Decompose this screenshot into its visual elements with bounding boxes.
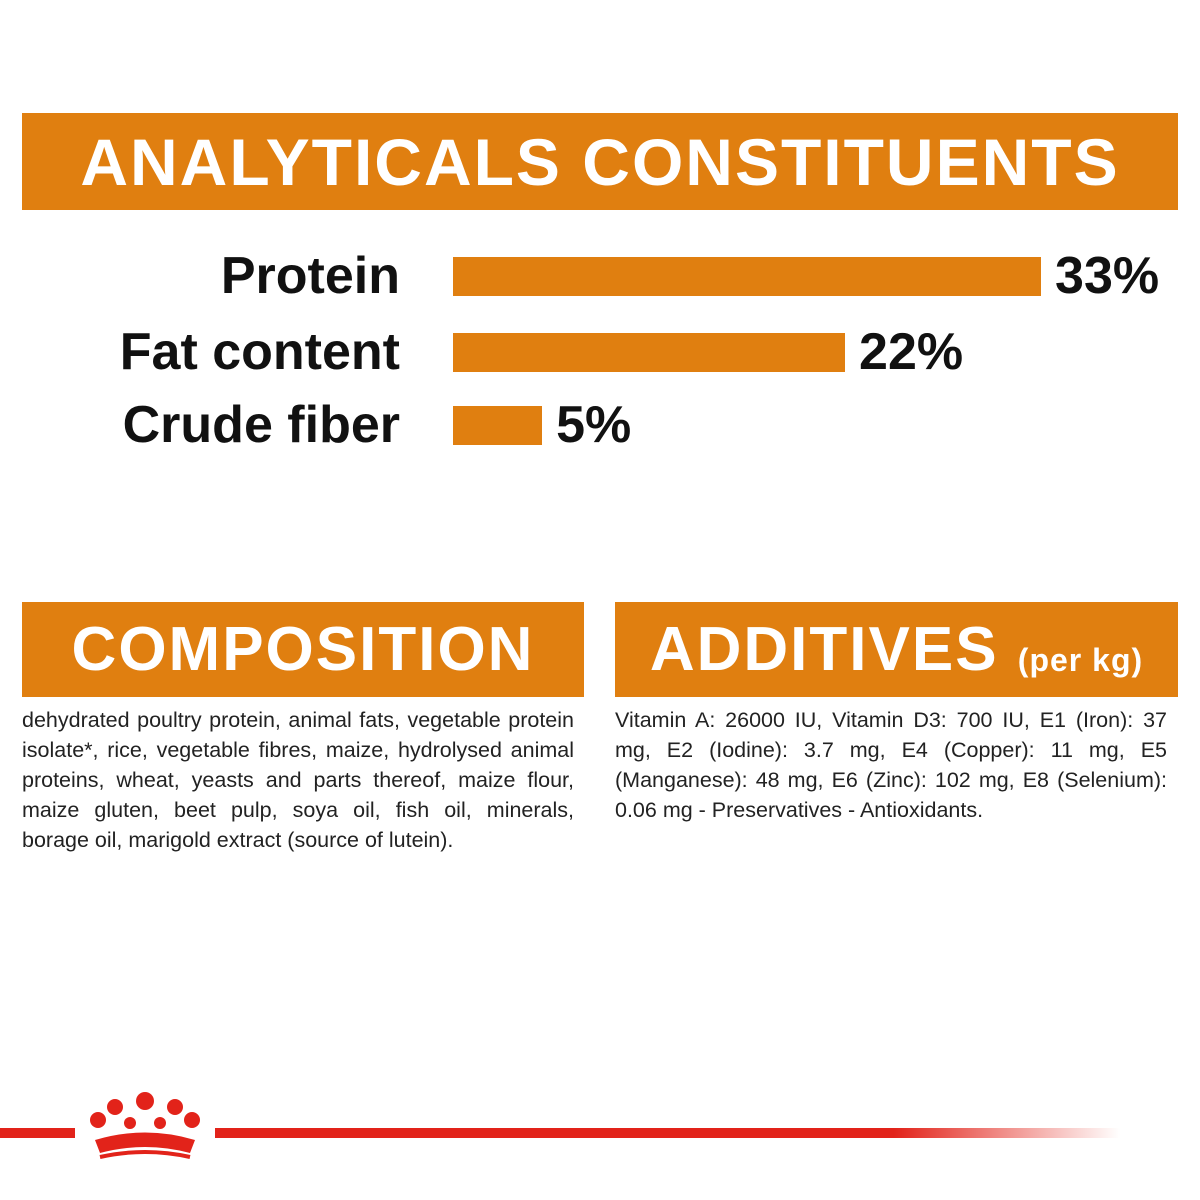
footer-line	[0, 1128, 75, 1138]
composition-text: dehydrated poultry protein, animal fats,…	[22, 708, 574, 852]
footer-line	[215, 1128, 1120, 1138]
bar	[453, 257, 1042, 296]
value-label: 33%	[1055, 247, 1160, 305]
additives-unit: (per kg)	[1017, 642, 1144, 678]
brand-footer	[0, 1092, 1120, 1159]
chart-title: ANALYTICALS CONSTITUENTS	[80, 124, 1120, 199]
additives-title: ADDITIVES	[649, 615, 999, 684]
category-label: Protein	[220, 247, 400, 305]
title-banner: ANALYTICALS CONSTITUENTS	[22, 113, 1178, 210]
category-label: Crude fiber	[122, 396, 400, 454]
additives-text: Vitamin A: 26000 IU, Vitamin D3: 700 IU,…	[615, 708, 1167, 822]
bar	[453, 333, 846, 372]
value-label: 22%	[859, 323, 964, 381]
composition-title: COMPOSITION	[71, 615, 535, 684]
additives-banner: ADDITIVES (per kg)	[615, 602, 1178, 697]
value-label: 5%	[556, 396, 632, 454]
category-label: Fat content	[119, 323, 400, 381]
crown-logo	[90, 1092, 200, 1159]
bar	[453, 406, 543, 445]
composition-banner: COMPOSITION	[22, 602, 584, 697]
